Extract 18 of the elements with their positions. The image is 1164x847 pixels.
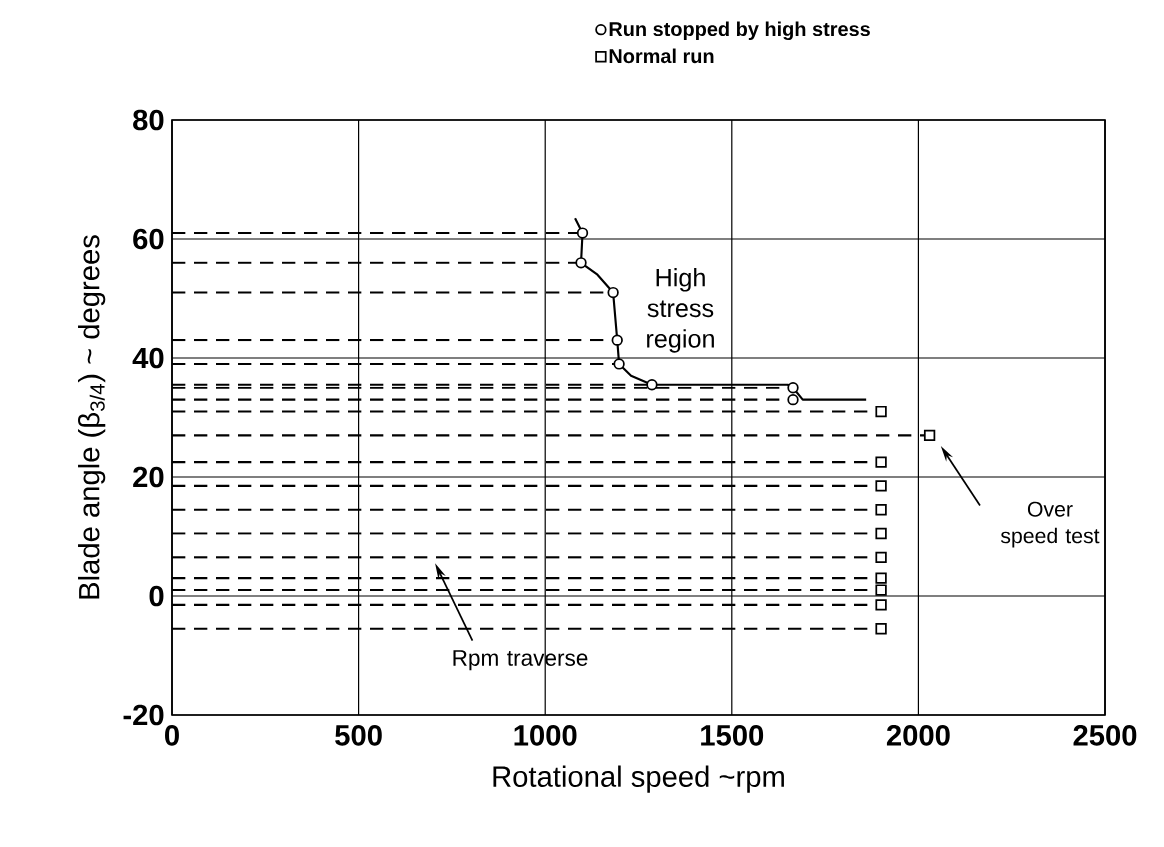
y-tick-label: 20 [133,466,164,488]
x-tick-label: 1500 [701,725,764,746]
x-tick-label: 2500 [1073,725,1137,746]
x-tick-label: 1000 [514,725,577,746]
legend-label: Normal run [609,48,714,64]
y-tick-label: 0 [149,585,164,607]
x-tick-label: 0 [165,725,179,746]
x-tick-label: 500 [335,725,382,746]
annotation: Over speed test [1000,501,1100,548]
y-tick-label: 80 [133,109,164,131]
y-tick-label: 40 [132,347,164,369]
x-tick-label: 2000 [886,725,950,746]
legend-label: Run stopped by high stress [609,21,870,41]
x-axis-title: Rotational speed ~rpm [493,765,784,793]
y-tick-label: -20 [123,704,164,726]
y-tick-label: 60 [133,228,164,250]
annotation: High stress region [647,268,714,353]
y-axis-title: Blade angle (β$_{3/4}$) ~ degrees [78,235,106,599]
